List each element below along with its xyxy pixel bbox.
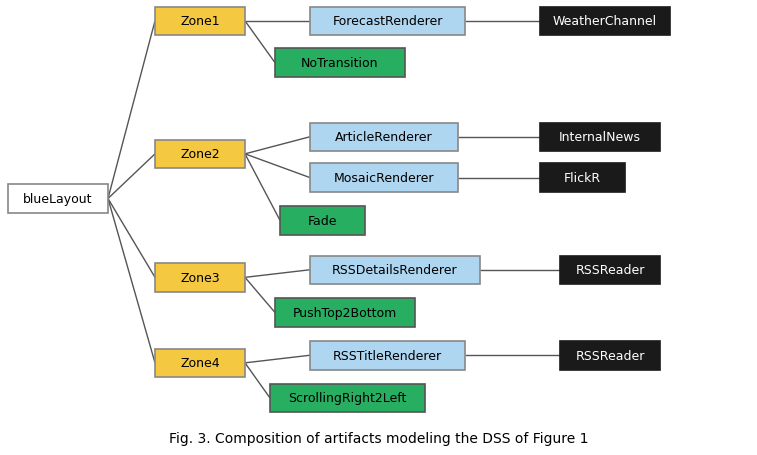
Text: Zone1: Zone1: [180, 15, 220, 28]
FancyBboxPatch shape: [310, 8, 465, 36]
FancyBboxPatch shape: [310, 256, 480, 284]
Text: blueLayout: blueLayout: [23, 192, 93, 206]
Text: ScrollingRight2Left: ScrollingRight2Left: [288, 392, 407, 404]
Text: FlickR: FlickR: [564, 172, 601, 185]
FancyBboxPatch shape: [310, 123, 458, 152]
FancyBboxPatch shape: [280, 207, 365, 235]
FancyBboxPatch shape: [540, 164, 625, 192]
FancyBboxPatch shape: [155, 263, 245, 292]
FancyBboxPatch shape: [560, 341, 660, 369]
FancyBboxPatch shape: [310, 164, 458, 192]
Text: RSSTitleRenderer: RSSTitleRenderer: [333, 349, 442, 362]
FancyBboxPatch shape: [540, 123, 660, 152]
Text: ArticleRenderer: ArticleRenderer: [335, 131, 433, 144]
FancyBboxPatch shape: [275, 298, 415, 327]
FancyBboxPatch shape: [155, 140, 245, 169]
Text: RSSDetailsRenderer: RSSDetailsRenderer: [332, 263, 458, 277]
FancyBboxPatch shape: [560, 256, 660, 284]
Text: PushTop2Bottom: PushTop2Bottom: [293, 306, 397, 319]
FancyBboxPatch shape: [275, 49, 405, 78]
Text: WeatherChannel: WeatherChannel: [553, 15, 657, 28]
Text: Zone2: Zone2: [180, 148, 220, 161]
FancyBboxPatch shape: [8, 185, 108, 213]
Text: Fade: Fade: [308, 214, 338, 228]
Text: InternalNews: InternalNews: [559, 131, 641, 144]
FancyBboxPatch shape: [155, 349, 245, 377]
FancyBboxPatch shape: [310, 341, 465, 369]
Text: MosaicRenderer: MosaicRenderer: [334, 172, 435, 185]
Text: RSSReader: RSSReader: [575, 349, 645, 362]
Text: Zone4: Zone4: [180, 357, 220, 369]
Text: RSSReader: RSSReader: [575, 263, 645, 277]
Text: Fig. 3. Composition of artifacts modeling the DSS of Figure 1: Fig. 3. Composition of artifacts modelin…: [169, 431, 588, 445]
Text: Zone3: Zone3: [180, 271, 220, 284]
FancyBboxPatch shape: [155, 8, 245, 36]
FancyBboxPatch shape: [540, 8, 670, 36]
FancyBboxPatch shape: [270, 384, 425, 412]
Text: NoTransition: NoTransition: [301, 57, 378, 70]
Text: ForecastRenderer: ForecastRenderer: [332, 15, 443, 28]
